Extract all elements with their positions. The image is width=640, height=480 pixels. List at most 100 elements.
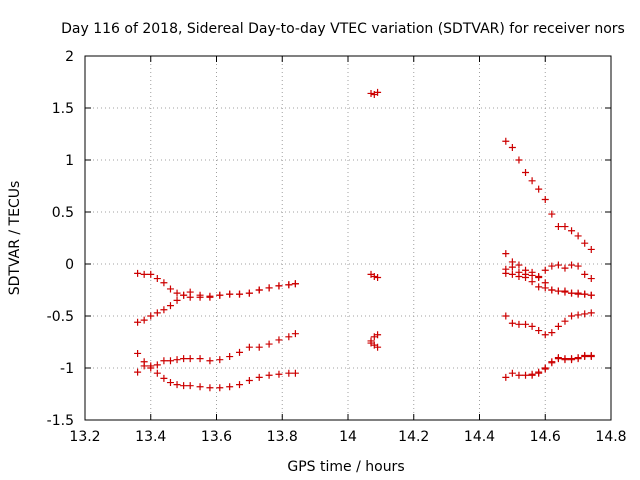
x-tick-label: 14.2 [398, 429, 429, 445]
data-point [535, 185, 543, 193]
y-axis-label: SDTVAR / TECUs [7, 181, 23, 296]
data-point [265, 284, 273, 292]
data-point [522, 168, 530, 176]
data-point [587, 245, 595, 253]
data-point [374, 343, 382, 351]
data-point [166, 285, 174, 293]
data-point [522, 320, 530, 328]
x-tick-label: 14 [339, 429, 357, 445]
data-point [508, 319, 516, 327]
series-track-3 [134, 330, 299, 370]
data-point [568, 227, 576, 235]
x-axis-label: GPS time / hours [287, 459, 404, 475]
series-track-2 [134, 280, 299, 326]
data-point [166, 379, 174, 387]
data-point [561, 264, 569, 272]
data-point [160, 306, 168, 314]
data-point [245, 343, 253, 351]
plot-frame [84, 55, 612, 421]
data-point [581, 353, 589, 361]
data-point [160, 279, 168, 287]
data-point [548, 262, 556, 270]
data-point [535, 283, 543, 291]
data-point [180, 382, 188, 390]
data-point [255, 373, 263, 381]
x-tick-label: 13.2 [69, 429, 100, 445]
data-point [561, 287, 569, 295]
x-tick-label: 13.6 [201, 429, 232, 445]
data-point [587, 291, 595, 299]
data-point [548, 329, 556, 337]
data-point [140, 270, 148, 278]
data-point [275, 336, 283, 344]
data-point [216, 291, 224, 299]
data-point [140, 316, 148, 324]
data-point [173, 289, 181, 297]
data-point [528, 371, 536, 379]
data-point [581, 270, 589, 278]
data-point [508, 263, 516, 271]
y-tick-label: -0.5 [47, 309, 74, 325]
data-point [528, 278, 536, 286]
data-point [548, 210, 556, 218]
data-point [180, 291, 188, 299]
y-tick-label: -1.5 [47, 413, 74, 429]
data-point [548, 286, 556, 294]
data-point [173, 356, 181, 364]
y-tick-label: 1 [65, 153, 74, 169]
data-point [522, 266, 530, 274]
data-point [291, 330, 299, 338]
y-tick-label: 0 [65, 257, 74, 273]
series-track-5 [367, 88, 382, 98]
y-tick-label: -1 [60, 361, 74, 377]
data-point [541, 196, 549, 204]
data-point [554, 354, 562, 362]
data-point [236, 348, 244, 356]
data-point [508, 369, 516, 377]
data-point [216, 356, 224, 364]
data-point [574, 232, 582, 240]
data-point [502, 312, 510, 320]
series-track-9 [502, 250, 595, 299]
data-point [245, 376, 253, 384]
data-point [275, 282, 283, 290]
data-point [522, 371, 530, 379]
data-point [147, 270, 155, 278]
data-point [147, 312, 155, 320]
data-point [226, 383, 234, 391]
data-point [134, 349, 142, 357]
data-point [160, 374, 168, 382]
series-track-7 [367, 331, 382, 351]
data-point [186, 382, 194, 390]
data-point [374, 331, 382, 339]
data-point [508, 144, 516, 152]
data-point [275, 370, 283, 378]
data-point [206, 293, 214, 301]
series-track-4 [134, 362, 299, 392]
data-point [554, 322, 562, 330]
data-point [186, 355, 194, 363]
data-point [541, 279, 549, 287]
data-point [196, 291, 204, 299]
data-point [568, 261, 576, 269]
data-point [255, 286, 263, 294]
data-point [206, 384, 214, 392]
data-point [574, 311, 582, 319]
data-point [196, 355, 204, 363]
data-point [226, 353, 234, 361]
data-point [581, 290, 589, 298]
data-point [265, 340, 273, 348]
data-point [508, 270, 516, 278]
data-point [173, 296, 181, 304]
data-point [515, 272, 523, 280]
data-point [535, 272, 543, 280]
x-tick-label: 14.4 [464, 429, 495, 445]
data-point [245, 289, 253, 297]
data-point [541, 365, 549, 373]
data-point [226, 290, 234, 298]
data-point [515, 320, 523, 328]
data-point [502, 137, 510, 145]
data-point [574, 355, 582, 363]
series-track-14 [528, 352, 595, 379]
